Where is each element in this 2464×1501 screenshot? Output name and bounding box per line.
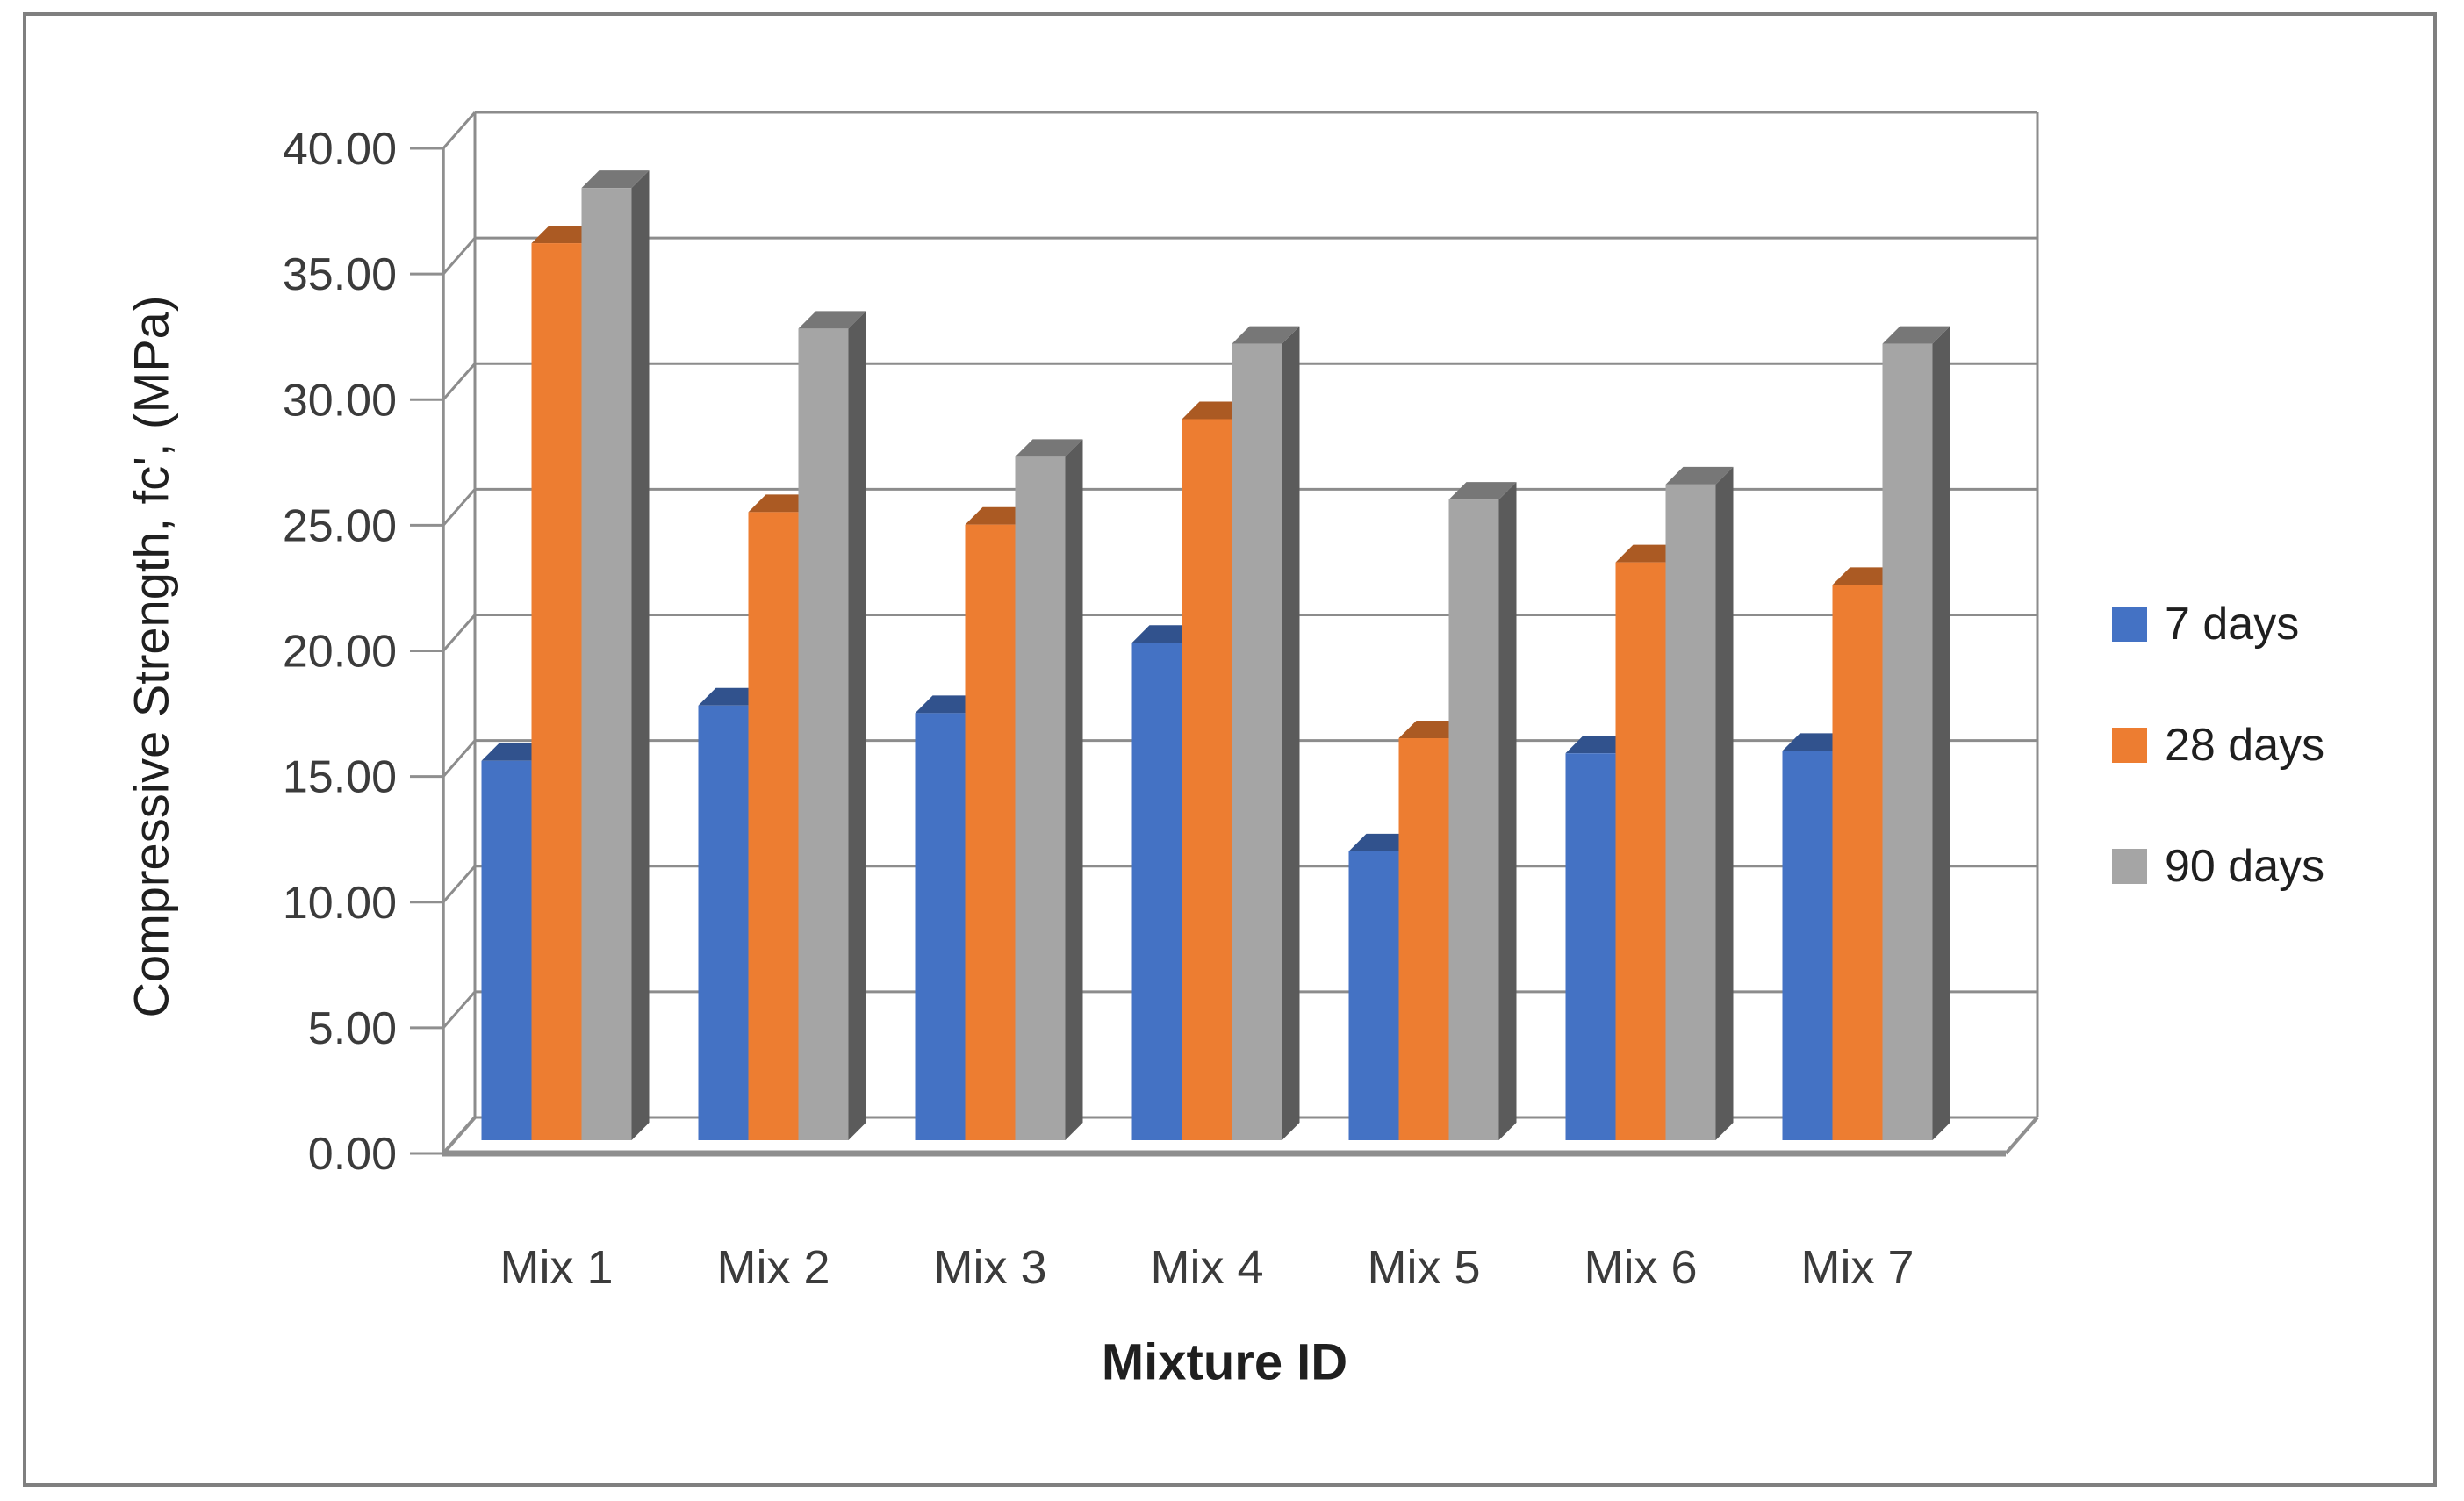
bar-front-face [481, 760, 532, 1140]
bar-front-face [1565, 753, 1616, 1140]
x-category-label: Mix 1 [499, 1241, 613, 1294]
bar-front-face [798, 328, 849, 1141]
bar-side-face [1282, 326, 1300, 1140]
bar-top-face [1015, 439, 1083, 457]
bar-top-face [581, 170, 650, 189]
bar-top-face [1665, 466, 1734, 485]
x-axis-title: Mixture ID [1101, 1333, 1348, 1391]
gridline-depth-connector [442, 865, 477, 903]
bar-90-days-mix-2 [798, 311, 866, 1141]
bar-front-face [1232, 343, 1282, 1140]
gridline-depth-connector [442, 237, 477, 276]
bar-side-face [1065, 439, 1083, 1140]
y-tick-label: 25.00 [283, 500, 397, 551]
legend-swatch-90-days [2112, 849, 2147, 884]
bar-front-face [965, 524, 1016, 1140]
gridline-depth-connector [442, 739, 477, 778]
bar-top-face [1232, 326, 1300, 344]
bar-front-face [748, 512, 799, 1140]
bar-side-face [1715, 466, 1734, 1140]
bar-90-days-mix-5 [1448, 482, 1517, 1140]
y-tick-label: 35.00 [283, 249, 397, 300]
legend-swatch-7-days [2112, 607, 2147, 642]
y-tick-label: 10.00 [283, 878, 397, 929]
gridline-depth-connector [442, 363, 477, 401]
legend-label: 7 days [2165, 599, 2300, 650]
y-axis-title: Compressive Strength, fc', (MPa) [123, 295, 179, 1018]
legend-item-7-days: 7 days [2112, 599, 2324, 650]
bar-front-face [698, 705, 749, 1140]
legend-label: 90 days [2165, 841, 2325, 892]
bar-side-face [848, 311, 866, 1141]
x-category-label: Mix 5 [1367, 1241, 1480, 1294]
bar-front-face [1015, 456, 1066, 1140]
y-tick-label: 40.00 [283, 124, 397, 175]
y-tick-label: 15.00 [283, 752, 397, 803]
x-category-label: Mix 7 [1800, 1241, 1914, 1294]
bar-front-face [1348, 851, 1399, 1140]
y-tick-label: 20.00 [283, 627, 397, 678]
legend-item-90-days: 90 days [2112, 841, 2324, 892]
bar-front-face [1398, 738, 1449, 1140]
x-category-label: Mix 3 [933, 1241, 1046, 1294]
x-category-label: Mix 2 [716, 1241, 830, 1294]
y-tick-label: 5.00 [308, 1003, 397, 1054]
bar-front-face [531, 243, 582, 1140]
x-category-label: Mix 6 [1584, 1241, 1697, 1294]
bar-front-face [1832, 585, 1883, 1140]
bar-front-face [1782, 750, 1833, 1140]
bar-side-face [1932, 326, 1950, 1140]
gridline-depth-connector [442, 488, 477, 527]
bar-front-face [1448, 499, 1499, 1140]
legend-item-28-days: 28 days [2112, 720, 2324, 771]
bar-front-face [915, 713, 966, 1140]
bar-90-days-mix-4 [1232, 326, 1300, 1140]
bar-front-face [1615, 562, 1666, 1140]
bar-top-face [798, 311, 866, 329]
figure-border [23, 12, 2437, 1487]
bar-90-days-mix-3 [1015, 439, 1083, 1140]
bar-front-face [1665, 484, 1716, 1140]
bar-front-face [581, 188, 632, 1140]
gridline-depth-connector [442, 111, 477, 149]
bar-90-days-mix-7 [1882, 326, 1950, 1140]
floor-left-edge [442, 1116, 477, 1155]
gridline-depth-connector [442, 614, 477, 652]
x-category-label: Mix 4 [1150, 1241, 1263, 1294]
bar-side-face [1498, 482, 1517, 1140]
y-tick-label: 0.00 [308, 1129, 397, 1180]
legend-label: 28 days [2165, 720, 2325, 771]
bar-front-face [1882, 343, 1933, 1140]
y-tick-label: 30.00 [283, 375, 397, 426]
gridline-depth-connector [442, 990, 477, 1029]
bar-top-face [1882, 326, 1950, 344]
bar-front-face [1182, 419, 1232, 1140]
legend-swatch-28-days [2112, 728, 2147, 763]
bar-top-face [1448, 482, 1517, 500]
legend: 7 days 28 days 90 days [2112, 599, 2324, 962]
bar-front-face [1131, 643, 1182, 1140]
floor-right-edge [2004, 1116, 2039, 1155]
bar-side-face [631, 170, 650, 1140]
bar-90-days-mix-6 [1665, 466, 1734, 1140]
bar-90-days-mix-1 [581, 170, 650, 1140]
